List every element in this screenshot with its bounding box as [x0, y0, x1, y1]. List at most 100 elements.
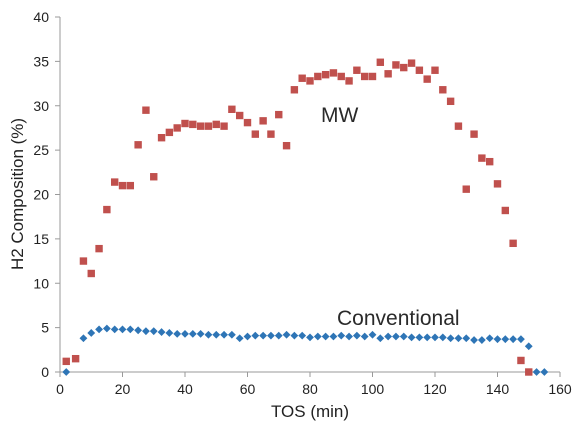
point-mw: [126, 181, 135, 190]
point-conventional: [212, 330, 221, 339]
y-tick-label: 30: [33, 98, 49, 114]
point-mw: [251, 130, 260, 138]
point-conventional: [321, 332, 330, 341]
point-conventional: [345, 332, 353, 341]
x-tick-label: 100: [361, 381, 385, 397]
point-conventional: [196, 329, 205, 338]
point-mw: [446, 97, 455, 106]
point-mw: [95, 244, 103, 253]
point-conventional: [376, 334, 385, 343]
point-conventional: [259, 331, 268, 340]
point-conventional: [102, 324, 111, 333]
y-tick-label: 10: [33, 275, 49, 291]
series-label-mw: MW: [321, 104, 358, 127]
point-conventional: [181, 329, 189, 338]
point-mw: [212, 120, 220, 129]
point-conventional: [298, 331, 307, 340]
point-mw: [103, 205, 111, 214]
point-mw: [181, 119, 189, 128]
point-mw: [118, 181, 127, 190]
point-conventional: [134, 326, 143, 335]
point-mw: [345, 77, 353, 85]
point-conventional: [384, 332, 393, 341]
point-mw: [509, 239, 517, 248]
point-conventional: [220, 330, 228, 339]
x-tick-label: 60: [240, 381, 256, 397]
point-conventional: [438, 333, 447, 342]
point-conventional: [540, 368, 549, 376]
point-conventional: [142, 327, 150, 336]
point-conventional: [524, 342, 533, 351]
point-mw: [165, 128, 174, 137]
series-label-conventional: Conventional: [337, 307, 460, 330]
point-conventional: [267, 331, 275, 340]
point-conventional: [454, 334, 463, 343]
point-mw: [220, 122, 228, 130]
point-mw: [204, 122, 213, 130]
point-mw: [439, 86, 447, 94]
point-conventional: [329, 332, 338, 341]
point-conventional: [470, 336, 478, 344]
y-tick-label: 0: [41, 364, 49, 380]
point-conventional: [62, 368, 71, 376]
point-conventional: [282, 330, 291, 339]
point-mw: [150, 173, 158, 181]
point-mw: [368, 72, 377, 81]
point-mw: [321, 70, 330, 79]
y-axis-title: H2 Composition (%): [8, 118, 27, 270]
point-mw: [189, 120, 197, 129]
point-conventional: [204, 330, 213, 339]
point-conventional: [493, 335, 502, 344]
point-mw: [329, 69, 338, 77]
x-tick-label: 80: [302, 381, 318, 397]
point-conventional: [509, 335, 518, 344]
point-mw: [525, 368, 533, 376]
point-mw: [62, 357, 70, 366]
point-mw: [79, 257, 88, 265]
x-tick-label: 0: [56, 381, 64, 397]
point-conventional: [251, 331, 260, 340]
point-mw: [259, 117, 267, 125]
point-conventional: [313, 332, 322, 341]
point-conventional: [110, 325, 119, 334]
point-mw: [470, 130, 478, 138]
point-mw: [298, 74, 306, 82]
axis-ticks: 0 20 40 60 80 100 120 140 160 0 5 10 15 20 25 30 35 40: [33, 9, 571, 397]
x-tick-label: 160: [548, 381, 572, 397]
point-conventional: [431, 333, 439, 342]
point-conventional: [126, 325, 135, 334]
point-mw: [337, 72, 345, 81]
point-conventional: [290, 331, 299, 340]
point-mw: [71, 354, 80, 363]
point-mw: [400, 63, 408, 72]
point-conventional: [306, 333, 314, 342]
point-conventional: [352, 331, 361, 340]
point-conventional: [360, 332, 369, 341]
y-tick-label: 20: [33, 187, 49, 203]
point-conventional: [446, 334, 455, 343]
x-tick-label: 140: [486, 381, 510, 397]
x-tick-label: 20: [115, 381, 131, 397]
point-mw: [110, 178, 119, 186]
point-conventional: [392, 332, 400, 341]
point-mw: [415, 66, 424, 74]
point-mw: [423, 75, 431, 83]
point-conventional: [274, 331, 283, 340]
point-mw: [454, 122, 463, 130]
point-mw: [485, 157, 494, 166]
point-mw: [157, 134, 166, 142]
point-mw: [306, 77, 314, 85]
point-mw: [134, 141, 142, 149]
point-conventional: [462, 334, 471, 343]
point-conventional: [399, 332, 408, 341]
point-conventional: [407, 333, 416, 342]
point-conventional: [188, 329, 197, 338]
point-mw: [235, 111, 244, 120]
point-mw: [173, 124, 181, 132]
point-conventional: [532, 368, 541, 376]
point-mw: [493, 180, 502, 188]
point-conventional: [485, 334, 494, 343]
point-mw: [228, 105, 236, 113]
point-mw: [314, 72, 322, 81]
